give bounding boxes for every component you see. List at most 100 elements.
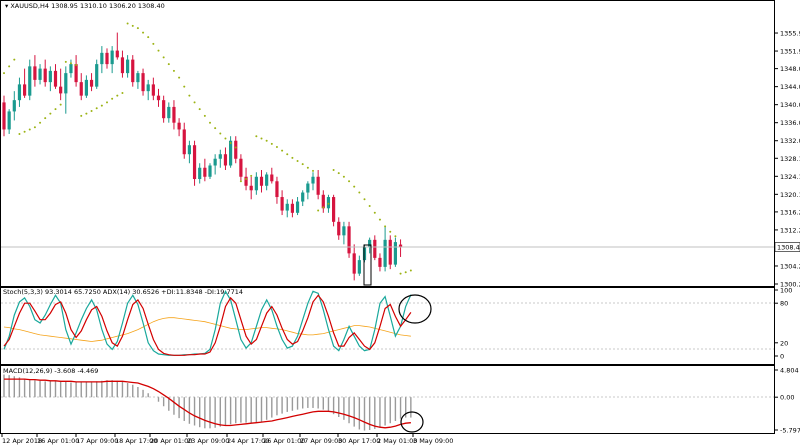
sar-dot (409, 269, 412, 272)
macd-signal-line (4, 378, 411, 429)
candle-body (12, 100, 16, 112)
candle-body (295, 201, 300, 213)
candle-body (311, 176, 315, 184)
candle-body (64, 73, 68, 94)
sar-dot (147, 36, 150, 39)
sar-dot (131, 24, 134, 27)
candle-body (306, 183, 310, 193)
candle-body (192, 145, 197, 180)
sar-dot (49, 112, 52, 115)
adx-line (3, 317, 411, 342)
sar-dot (229, 141, 232, 144)
candle-body (182, 129, 186, 155)
sar-dot (342, 175, 345, 178)
candle-body (23, 84, 27, 96)
candle-body (265, 174, 269, 186)
sar-dot (90, 109, 93, 112)
sar-dot (270, 142, 273, 145)
stoch-label: Stoch(5,3,3) 93.3014 65.7250 ADX(14) 30.… (3, 288, 243, 296)
stoch-tick-label: 20 (780, 339, 788, 347)
sar-dot (312, 169, 314, 172)
candle-body (120, 57, 125, 74)
time-tick-label: 24 Apr 17:00 (227, 437, 269, 445)
candle-body (53, 70, 58, 87)
candle-body (342, 226, 346, 236)
sar-dot (394, 235, 397, 238)
time-tick-label: 12 Apr 2018 (2, 437, 42, 445)
highlight-box (363, 244, 372, 286)
sar-dot (301, 163, 304, 166)
candle-body (213, 158, 217, 166)
sar-dot (111, 97, 114, 100)
time-tick-label: 30 Apr 17:00 (338, 437, 380, 445)
sar-dot (373, 211, 376, 214)
time-tick-label: 2 May 01:00 (377, 437, 417, 445)
candle-body (38, 68, 42, 80)
time-tick-label: 16 Apr 01:00 (37, 437, 79, 445)
sar-dot (64, 60, 67, 63)
sar-dot (121, 91, 124, 94)
candle-body (2, 102, 6, 130)
sar-dot (28, 128, 31, 131)
sar-dot (214, 127, 217, 130)
macd-axis: 4.804 0.00 -5.797 (775, 367, 800, 435)
stoch-circle-annotation (398, 294, 432, 324)
sar-dot (54, 108, 57, 111)
price-tick-label: 1320.10 (780, 191, 800, 199)
sar-dot (203, 114, 206, 117)
price-tick-label: 1340.00 (780, 101, 800, 109)
candle-body (326, 197, 331, 209)
candle-body (172, 106, 176, 123)
candle-body (321, 194, 325, 209)
candle-body (352, 253, 356, 274)
candle-body (105, 52, 109, 65)
candle-body (89, 79, 94, 87)
stoch-panel-frame (0, 287, 775, 365)
price-tick-label: 1351.90 (780, 48, 800, 56)
candle-body (100, 52, 104, 65)
candle-body (141, 73, 145, 92)
sar-dot (353, 185, 356, 188)
sar-dot (260, 137, 263, 140)
candle-body (28, 66, 32, 96)
time-tick-label: 18 Apr 17:00 (115, 437, 157, 445)
sar-dot (39, 121, 42, 124)
sar-dot (172, 69, 175, 72)
sar-dot (44, 117, 47, 120)
candle-body (388, 239, 392, 265)
candle-body (59, 86, 63, 94)
stoch-tick-label: 100 (780, 287, 792, 295)
candle-body (383, 239, 387, 267)
candle-body (378, 257, 382, 267)
candle-body (69, 64, 73, 74)
sar-dot (85, 112, 88, 115)
main-panel-frame (0, 0, 775, 287)
candle-body (218, 154, 222, 159)
sar-dot (358, 191, 361, 194)
stoch-tick-label: 0 (780, 353, 784, 361)
candle-body (393, 242, 397, 265)
sar-dot (368, 205, 371, 208)
stoch-signal-line (3, 294, 412, 356)
sar-dot (317, 209, 320, 212)
sar-dot (188, 94, 191, 97)
sar-dot (255, 135, 258, 138)
candle-body (239, 158, 243, 177)
macd-histogram (3, 374, 412, 431)
time-tick-label: 17 Apr 09:00 (76, 437, 118, 445)
candle-body (229, 140, 233, 166)
candles (2, 32, 403, 281)
sar-dot (162, 56, 165, 59)
sar-dot (59, 103, 62, 106)
macd-tick-label: 0.00 (780, 394, 794, 402)
candle-body (156, 95, 161, 101)
current-price-label: 1308.40 (777, 244, 800, 252)
candle-body (254, 176, 258, 191)
stoch-tick-label: 80 (780, 300, 788, 308)
candle-body (177, 122, 181, 130)
sar-dot (75, 64, 78, 67)
sar-dot (332, 169, 335, 172)
sar-dot (239, 180, 242, 183)
candle-body (208, 165, 212, 177)
